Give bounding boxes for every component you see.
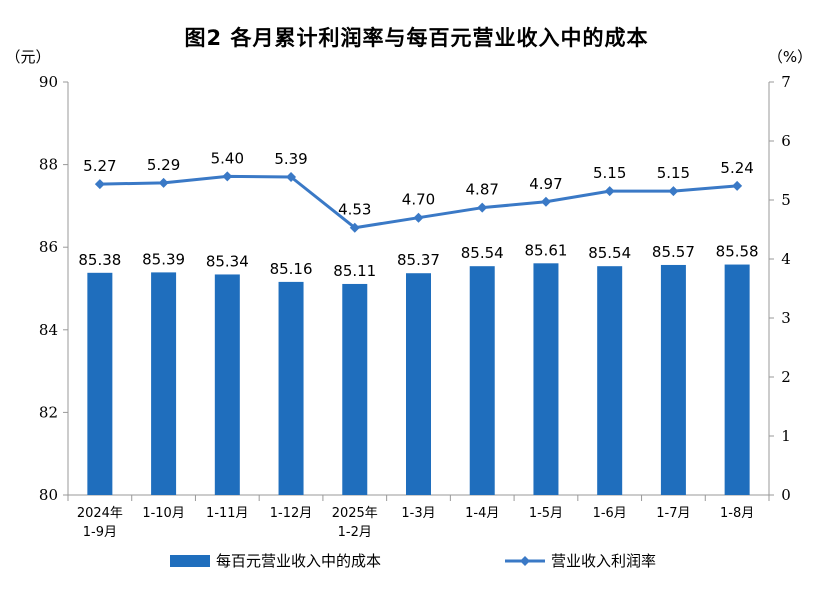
right-tick-label: 5 — [781, 191, 791, 209]
line-marker — [477, 202, 488, 213]
bar-value-label: 85.61 — [524, 241, 567, 259]
right-axis-unit: （%） — [768, 48, 812, 66]
bar-value-label: 85.58 — [716, 243, 759, 261]
x-tick-label: 1-5月 — [529, 506, 563, 521]
bar — [342, 283, 368, 495]
right-tick-label: 7 — [781, 73, 791, 91]
line-marker — [540, 196, 551, 207]
chart-title: 图2 各月累计利润率与每百元营业收入中的成本 — [184, 26, 649, 50]
line-marker — [158, 177, 169, 188]
x-tick-label: 2025年 — [332, 506, 378, 521]
left-tick-label: 82 — [39, 403, 58, 421]
bar — [406, 273, 431, 495]
line-value-label: 5.39 — [274, 150, 307, 168]
line-series — [94, 171, 743, 233]
x-tick-label: 1-6月 — [593, 506, 627, 521]
bar-value-label: 85.34 — [206, 252, 249, 270]
left-tick-label: 90 — [39, 73, 58, 91]
x-tick-label: 1-11月 — [206, 506, 249, 521]
line-value-label: 5.15 — [593, 164, 626, 182]
bar-value-label: 85.37 — [397, 251, 440, 269]
bar-value-label: 85.16 — [270, 260, 313, 278]
x-tick-label: 1-2月 — [338, 525, 372, 540]
left-tick-label: 84 — [39, 321, 58, 339]
right-tick-label: 6 — [781, 132, 791, 150]
left-tick-label: 88 — [39, 156, 58, 174]
legend: 每百元营业收入中的成本 营业收入利润率 — [170, 552, 656, 570]
right-tick-label: 4 — [781, 250, 791, 268]
bar — [724, 264, 750, 495]
bar-value-label: 85.11 — [333, 262, 376, 280]
data-labels: 85.38 85.39 85.34 85.16 85.11 85.37 85.54 85.61… — [78, 149, 758, 280]
line-marker — [732, 180, 743, 191]
line-value-label: 5.15 — [657, 164, 690, 182]
x-tick-label: 1-12月 — [270, 506, 313, 521]
line-marker — [286, 171, 297, 182]
line-marker — [668, 186, 679, 197]
bar — [278, 281, 304, 495]
line-value-label: 5.24 — [720, 159, 753, 177]
x-tick-label: 1-4月 — [465, 506, 499, 521]
x-tick-label: 1-9月 — [83, 525, 117, 540]
legend-bar-swatch — [170, 555, 210, 567]
right-tick-label: 1 — [781, 427, 791, 445]
line-value-label: 4.53 — [338, 201, 371, 219]
legend-bar-label: 每百元营业收入中的成本 — [216, 552, 381, 570]
line-marker — [349, 222, 360, 233]
x-tick-label: 1-10月 — [142, 506, 185, 521]
bar-value-label: 85.54 — [461, 244, 504, 262]
line-marker — [413, 212, 424, 223]
bar-value-label: 85.38 — [78, 251, 121, 269]
line-value-label: 5.27 — [83, 157, 116, 175]
line-marker — [604, 186, 615, 197]
bar — [214, 274, 240, 495]
line-value-label: 4.70 — [402, 191, 435, 209]
bar-value-label: 85.57 — [652, 243, 695, 261]
line-value-label: 5.29 — [147, 156, 180, 174]
line-marker — [94, 179, 105, 190]
bar — [469, 266, 495, 495]
line-value-label: 5.40 — [211, 149, 244, 167]
x-tick-label: 1-3月 — [401, 506, 435, 521]
right-tick-label: 3 — [781, 309, 791, 327]
left-tick-label: 80 — [39, 486, 58, 504]
bar — [660, 264, 686, 495]
line-marker — [222, 171, 233, 182]
line-value-label: 4.97 — [529, 175, 562, 193]
bar — [87, 272, 113, 495]
bar-value-label: 85.39 — [142, 250, 185, 268]
right-tick-label: 2 — [781, 368, 791, 386]
bar-series — [87, 263, 750, 495]
left-tick-label: 86 — [39, 238, 58, 256]
bar-value-label: 85.54 — [588, 244, 631, 262]
x-tick-label: 1-7月 — [656, 506, 690, 521]
bar — [597, 266, 623, 495]
left-axis-unit: （元） — [5, 48, 50, 66]
x-tick-label: 1-8月 — [720, 506, 754, 521]
legend-line-marker — [520, 556, 530, 566]
line-value-label: 4.87 — [466, 181, 499, 199]
bar — [151, 272, 177, 495]
bar — [533, 263, 559, 495]
x-tick-label: 2024年 — [77, 506, 123, 521]
legend-line-label: 营业收入利润率 — [551, 552, 656, 570]
right-tick-label: 0 — [781, 486, 791, 504]
